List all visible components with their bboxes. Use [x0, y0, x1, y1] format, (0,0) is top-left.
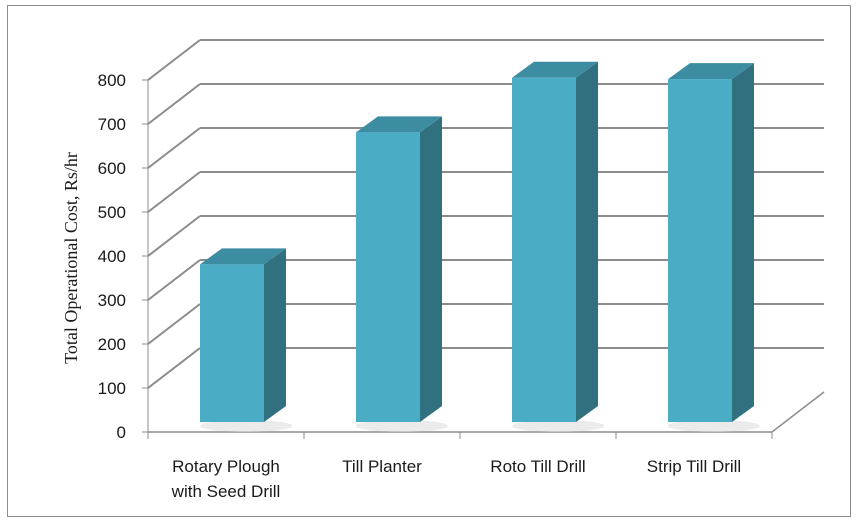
- bar-side: [420, 116, 442, 422]
- y-tick-label: 800: [98, 71, 126, 90]
- bar-side: [576, 61, 598, 422]
- gridline-diagonal: [147, 347, 201, 389]
- bar-shadow: [200, 420, 292, 432]
- y-tick-label: 0: [117, 423, 126, 442]
- bar-group: [512, 61, 604, 432]
- gridline-diagonal: [147, 171, 201, 213]
- bar-group: [356, 116, 448, 432]
- bar-side: [264, 248, 286, 422]
- x-tick-label-line: Till Planter: [342, 457, 422, 476]
- bar-side: [732, 63, 754, 422]
- bar-group: [668, 63, 760, 432]
- axes: [142, 79, 825, 439]
- x-tick-label-line: Rotary Plough: [172, 457, 280, 476]
- bar-top: [512, 61, 598, 78]
- x-tick-label-line: with Seed Drill: [171, 482, 281, 501]
- x-tick-label-line: Roto Till Drill: [490, 457, 585, 476]
- x-tick-label: Roto Till Drill: [490, 457, 585, 476]
- bar: [356, 132, 420, 422]
- x-tick-label: Strip Till Drill: [647, 457, 741, 476]
- gridline-diagonal: [147, 83, 201, 125]
- bar-top: [200, 248, 286, 265]
- bar-top: [356, 116, 442, 133]
- bar-top: [668, 63, 754, 80]
- gridline-diagonal: [147, 215, 201, 257]
- bars: [200, 61, 760, 432]
- bar-shadow: [668, 420, 760, 432]
- y-tick-label: 200: [98, 335, 126, 354]
- bar: [200, 264, 264, 422]
- gridline-diagonal: [147, 303, 201, 345]
- y-tick-label: 600: [98, 159, 126, 178]
- x-tick-label: Rotary Plough with Seed Drill: [171, 457, 281, 501]
- gridline-diagonal: [147, 127, 201, 169]
- y-tick-label: 400: [98, 247, 126, 266]
- y-tick-labels: 0 100 200 300 400 500 600 700 800: [98, 71, 126, 442]
- x-tick-label: Till Planter: [342, 457, 422, 476]
- y-tick-label: 100: [98, 379, 126, 398]
- bar: [668, 79, 732, 422]
- bar-shadow: [356, 420, 448, 432]
- bar: [512, 77, 576, 422]
- x-tick-label-line: Strip Till Drill: [647, 457, 741, 476]
- y-tick-label: 500: [98, 203, 126, 222]
- y-tick-label: 300: [98, 291, 126, 310]
- y-tick-label: 700: [98, 115, 126, 134]
- bar-group: [200, 248, 292, 432]
- bar-shadow: [512, 420, 604, 432]
- x-tick-labels: Rotary Plough with Seed Drill Till Planter…: [171, 457, 742, 501]
- y-axis-label: Total Operational Cost, Rs/hr: [61, 152, 81, 364]
- gridline-diagonal: [147, 39, 201, 81]
- gridline-diagonal: [147, 259, 201, 301]
